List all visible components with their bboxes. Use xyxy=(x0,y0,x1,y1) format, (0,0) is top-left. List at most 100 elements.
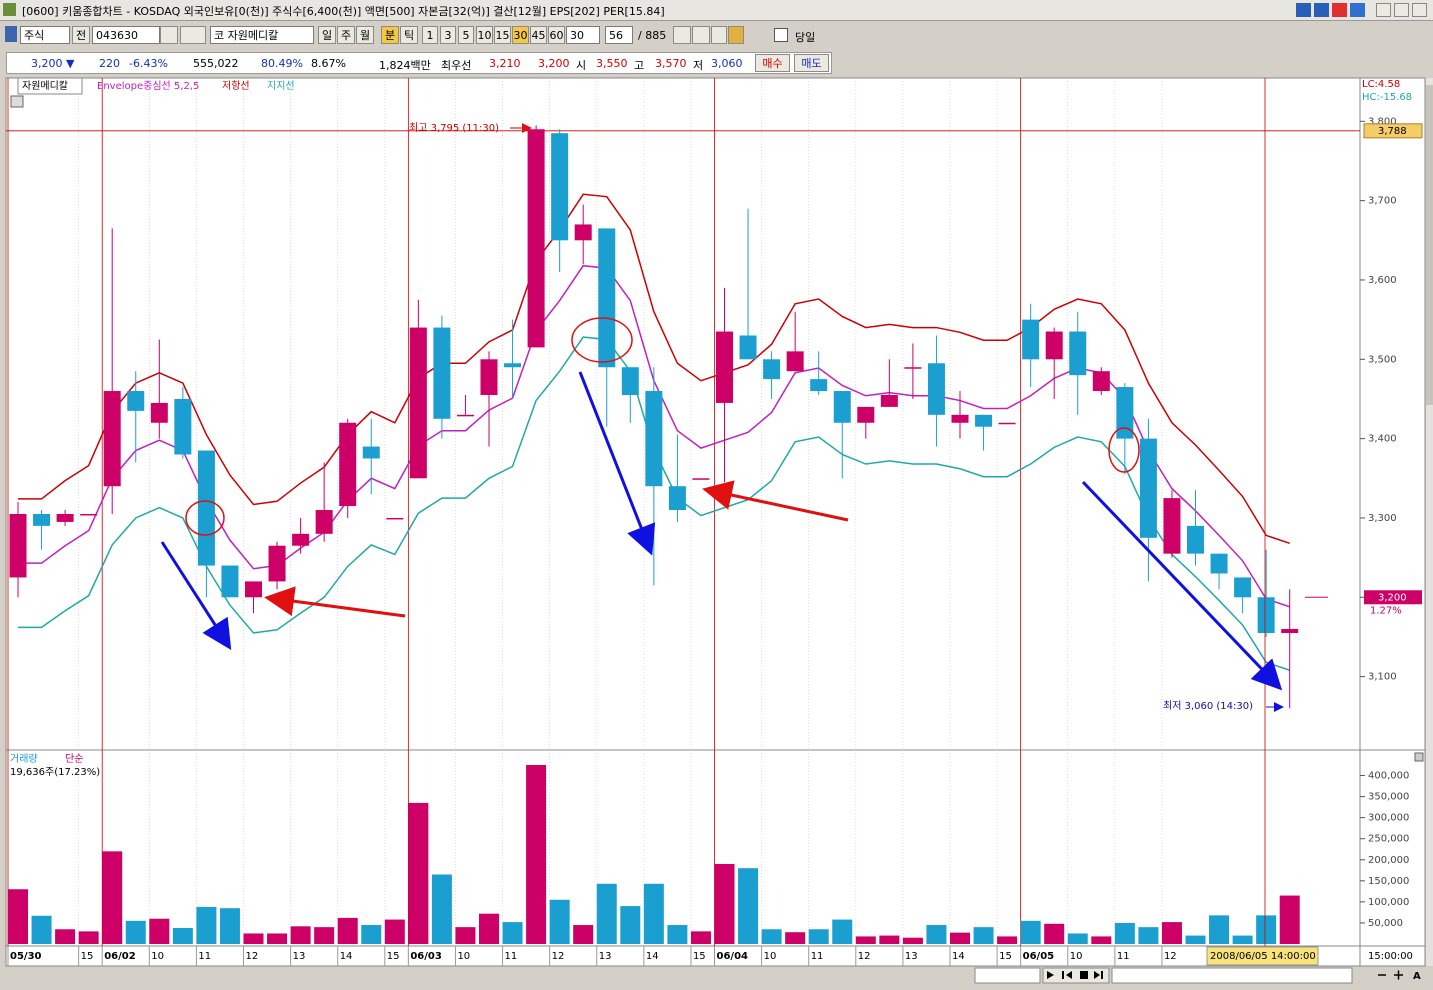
y-tick-label: 3,800 xyxy=(1368,116,1397,127)
maximize-button[interactable] xyxy=(1394,3,1409,17)
pane-close[interactable] xyxy=(1414,752,1424,762)
best-label: 최우선 xyxy=(441,59,472,72)
interval-button[interactable]: 1 xyxy=(422,26,438,44)
candle-body xyxy=(339,422,357,507)
v-scrollbar[interactable] xyxy=(1426,78,1433,966)
period: 분 xyxy=(384,29,396,42)
interval-button[interactable]: 30 xyxy=(512,26,529,44)
trend-arrow xyxy=(160,541,232,651)
period-button[interactable]: 일 xyxy=(318,26,336,44)
x-tick-label: 12 xyxy=(858,951,871,962)
period-button[interactable]: 분 xyxy=(381,26,399,44)
y-tick-label: 3,100 xyxy=(1368,672,1397,683)
candle-body xyxy=(1163,498,1181,554)
x-tick-label: 10 xyxy=(764,951,777,962)
interval-button[interactable]: 10 xyxy=(476,26,493,44)
volume-bar xyxy=(950,932,970,944)
period-button[interactable]: 주 xyxy=(337,26,355,44)
interval-button[interactable]: 60 xyxy=(548,26,565,44)
period-button[interactable]: 틱 xyxy=(400,26,418,44)
volume-bar xyxy=(125,920,146,944)
market-select[interactable]: 주식 xyxy=(20,26,70,44)
volume-bar xyxy=(149,918,170,944)
candle-body xyxy=(1045,331,1063,360)
tool-button[interactable] xyxy=(711,26,727,44)
minimize-button[interactable] xyxy=(1376,3,1391,17)
window-button[interactable] xyxy=(1332,3,1347,17)
volume-bar xyxy=(1232,935,1253,944)
scroll-buttons[interactable] xyxy=(1042,967,1110,984)
candle-body xyxy=(763,359,781,380)
interval: 10 xyxy=(477,29,492,42)
title-bar: [0600] 키움종합차트 - KOSDAQ 외국인보유[0(천)] 주식수[6… xyxy=(0,0,1433,21)
window-button[interactable] xyxy=(1296,3,1311,17)
zoom-slider[interactable] xyxy=(1111,967,1353,984)
volume-bar xyxy=(55,929,76,944)
sound-button[interactable] xyxy=(180,26,206,44)
buy-button[interactable]: 매수 xyxy=(755,54,790,72)
interval-button[interactable]: 3 xyxy=(440,26,456,44)
name-box[interactable]: 코 자원메디칼 xyxy=(210,26,314,44)
x-tick-label: 13 xyxy=(599,951,612,962)
interval: 1 xyxy=(426,29,434,42)
tool-button[interactable] xyxy=(673,26,691,44)
trend-arrow xyxy=(578,371,656,556)
code-input[interactable]: 043630 xyxy=(92,26,160,44)
volume-bar xyxy=(172,927,193,944)
sell: 매도 xyxy=(801,57,822,70)
candle-body xyxy=(433,327,451,419)
candle-body xyxy=(810,379,828,392)
last-price-label: 3,200 xyxy=(1378,592,1407,603)
volume-bar xyxy=(196,906,217,944)
candle-body xyxy=(975,414,993,427)
tool-button[interactable] xyxy=(728,26,744,44)
high-line-label: 3,788 xyxy=(1378,126,1407,137)
search-button[interactable] xyxy=(160,26,178,44)
volume-bar xyxy=(78,931,99,944)
zoom-in[interactable] xyxy=(1394,970,1403,980)
v-scroll-thumb[interactable] xyxy=(1426,85,1433,405)
y-tick-label: 3,700 xyxy=(1368,196,1397,207)
y-tick-label: 50,000 xyxy=(1368,918,1403,929)
x-tick-label: 10 xyxy=(457,951,470,962)
volume-bar xyxy=(667,925,688,944)
sell-button[interactable]: 매도 xyxy=(794,54,829,72)
window-button[interactable] xyxy=(1350,3,1365,17)
period-button[interactable]: 월 xyxy=(356,26,374,44)
volume-bar xyxy=(643,883,664,944)
x-tick-label: 14 xyxy=(952,951,965,962)
volume-rate: 80.49% xyxy=(261,57,303,70)
axis-end-time: 15:00:00 xyxy=(1368,951,1413,962)
volume-bar xyxy=(526,765,547,944)
candle-body xyxy=(56,513,74,522)
price: 3,200 ▼ xyxy=(31,57,75,70)
today-checkbox[interactable] xyxy=(774,28,788,42)
candle-body xyxy=(9,513,27,578)
x-tick-label: 13 xyxy=(293,951,306,962)
pin-icon[interactable] xyxy=(5,26,17,42)
volume-bar xyxy=(431,874,452,944)
interval-button[interactable]: 45 xyxy=(530,26,547,44)
candle-body xyxy=(786,351,804,372)
prev-button[interactable]: 전 xyxy=(72,26,90,44)
close-button[interactable] xyxy=(1412,3,1427,17)
count: 56 xyxy=(609,29,623,42)
tool-button[interactable] xyxy=(692,26,710,44)
interval-button[interactable]: 5 xyxy=(458,26,474,44)
x-tick-label: 05/30 xyxy=(10,951,42,962)
candle-body xyxy=(574,224,592,241)
open: 3,550 xyxy=(596,57,628,70)
interval-button[interactable]: 15 xyxy=(494,26,511,44)
scroll-track[interactable] xyxy=(974,967,1041,984)
volume-bar xyxy=(1185,935,1206,944)
interval: 45 xyxy=(531,29,546,42)
window-button[interactable] xyxy=(1314,3,1329,17)
font-button[interactable]: A xyxy=(1413,971,1421,982)
count-input[interactable]: 56 xyxy=(605,26,633,44)
grid-icon[interactable] xyxy=(10,95,24,108)
candle-body xyxy=(1281,629,1299,633)
high-label: 고 xyxy=(634,59,645,72)
interval-select[interactable]: 30 xyxy=(566,26,600,44)
candle-body xyxy=(621,367,639,395)
